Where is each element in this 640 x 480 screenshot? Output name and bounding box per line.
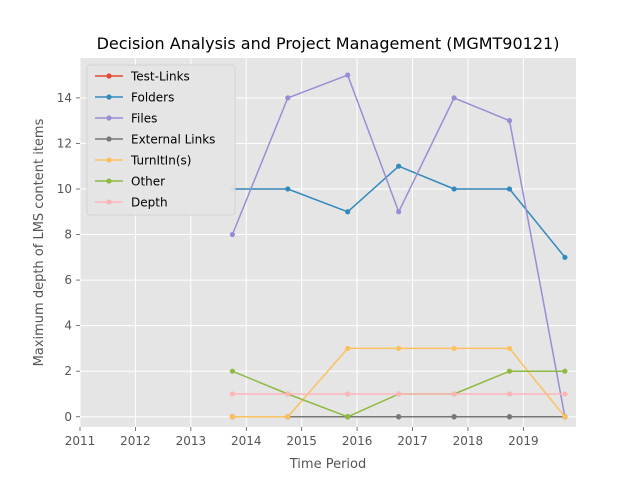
data-point (345, 345, 351, 352)
legend-label: Other (131, 175, 165, 189)
y-tick-label: 6 (64, 273, 72, 287)
legend-label: Depth (131, 196, 168, 210)
series-group (229, 72, 568, 420)
legend-swatch-marker (106, 94, 112, 100)
data-point (345, 414, 351, 420)
data-point (396, 163, 402, 169)
x-tick-label: 2012 (120, 434, 151, 448)
legend-swatch-marker (106, 157, 112, 163)
data-point (229, 368, 236, 374)
legend-swatch-marker (106, 136, 112, 142)
data-point (396, 414, 402, 420)
data-point (285, 95, 291, 101)
x-tick-label: 2011 (65, 434, 96, 448)
legend-label: External Links (131, 133, 215, 147)
data-point (396, 345, 402, 352)
data-point (451, 345, 457, 352)
x-axis-label: Time Period (289, 457, 366, 472)
y-tick-label: 14 (57, 91, 72, 105)
y-tick-label: 2 (64, 364, 72, 378)
legend-box (86, 64, 236, 216)
y-axis-label: Maximum depth of LMS content items (32, 118, 47, 366)
data-point (345, 209, 351, 215)
legend-swatch-marker (106, 199, 112, 205)
y-ticks: 0 2 4 6 8 10 12 14 (57, 91, 80, 424)
data-point (229, 391, 236, 397)
x-tick-label: 2017 (397, 434, 428, 448)
x-tick-label: 2015 (286, 434, 317, 448)
data-point (229, 414, 236, 420)
data-point (506, 186, 513, 192)
data-point (285, 391, 291, 397)
chart-title: Decision Analysis and Project Management… (97, 34, 560, 53)
data-point (506, 345, 513, 352)
legend-label: Folders (131, 91, 174, 105)
x-ticks: 2011 2012 2013 2014 2015 2016 2017 2018 2019 (65, 427, 539, 448)
x-tick-label: 2014 (231, 434, 262, 448)
y-tick-label: 8 (64, 228, 72, 242)
legend-swatch-marker (106, 178, 112, 184)
data-point (285, 186, 291, 192)
data-point (396, 391, 402, 397)
legend-swatch-marker (106, 73, 112, 79)
data-point (562, 391, 568, 397)
x-tick-label: 2013 (176, 434, 207, 448)
data-point (506, 414, 513, 420)
data-point (451, 391, 457, 397)
data-point (506, 118, 513, 124)
y-tick-label: 0 (64, 410, 72, 424)
data-point (506, 368, 513, 374)
data-point (451, 95, 457, 101)
legend-swatch-marker (106, 115, 112, 121)
x-tick-label: 2018 (453, 434, 484, 448)
y-tick-label: 12 (57, 136, 72, 150)
legend-label: Test-Links (130, 70, 190, 84)
legend-label: Files (131, 112, 157, 126)
data-point (396, 209, 402, 215)
data-point (451, 186, 457, 192)
legend-label: TurnItIn(s) (130, 154, 191, 168)
data-point (345, 391, 351, 397)
data-point (562, 254, 568, 260)
data-point (562, 414, 568, 420)
x-tick-label: 2016 (342, 434, 373, 448)
y-tick-label: 4 (64, 319, 72, 333)
data-point (345, 72, 351, 78)
data-point (229, 231, 236, 238)
data-point (562, 368, 568, 374)
data-point (451, 414, 457, 420)
x-tick-label: 2019 (508, 434, 539, 448)
data-point (285, 414, 291, 420)
data-point (506, 391, 513, 397)
legend: Test-Links Folders Files External Links Turn… (86, 64, 236, 216)
y-tick-label: 10 (57, 182, 72, 196)
